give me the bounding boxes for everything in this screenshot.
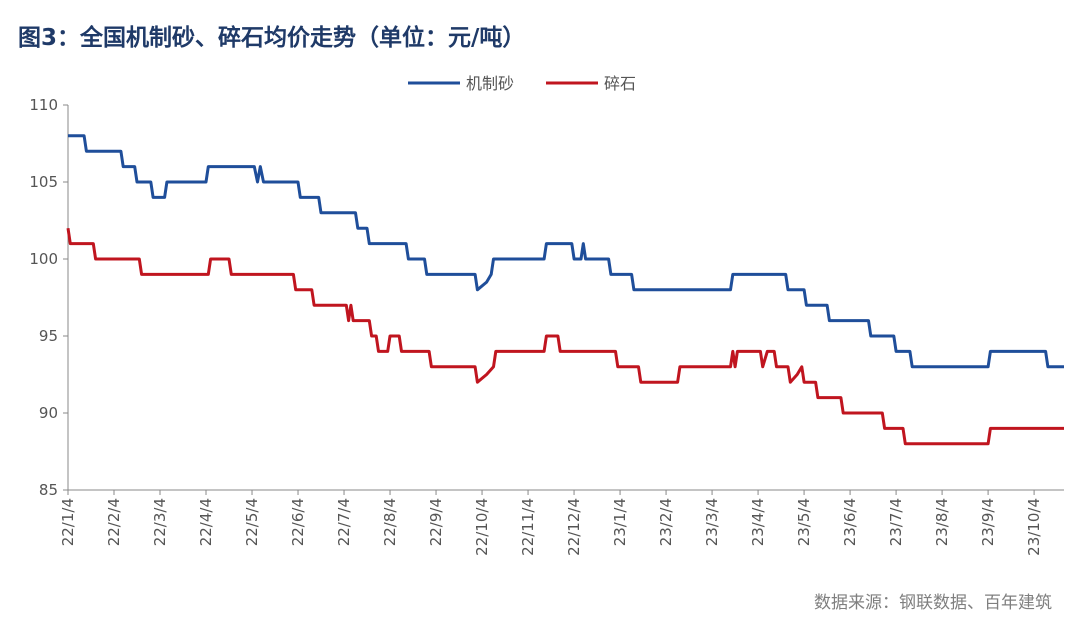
x-tick-label: 22/3/4 [151,498,169,546]
series-line-碎石 [66,227,1064,446]
legend: 机制砂 碎石 [408,74,636,93]
x-tick-label: 22/2/4 [105,498,123,546]
x-tick-label: 23/4/4 [749,498,767,546]
x-tick-label: 22/11/4 [519,498,537,556]
chart-title: 图3：全国机制砂、碎石均价走势（单位：元/吨） [18,25,526,51]
y-tick-label: 100 [29,250,58,268]
x-tick-label: 22/6/4 [289,498,307,546]
x-tick-label: 23/5/4 [795,498,813,546]
x-tick-label: 22/12/4 [565,498,583,556]
axes [67,105,1064,491]
legend-label-机制砂: 机制砂 [466,74,514,93]
y-tick-label: 95 [39,327,58,345]
x-tick-label: 23/8/4 [933,498,951,546]
series-line-机制砂 [68,134,1064,369]
y-tick-label: 85 [39,481,58,499]
x-tick-label: 23/7/4 [887,498,905,546]
x-tick-label: 22/7/4 [335,498,353,546]
x-tick-label: 22/10/4 [473,498,491,556]
x-tick-label: 22/8/4 [381,498,399,546]
series-lines [66,134,1064,446]
x-tick-label: 22/5/4 [243,498,261,546]
x-tick-label: 23/3/4 [703,498,721,546]
x-tick-label: 23/1/4 [611,498,629,546]
x-tick-label: 22/1/4 [59,498,77,546]
legend-label-碎石: 碎石 [604,74,636,93]
x-tick-label: 23/2/4 [657,498,675,546]
x-tick-label: 22/4/4 [197,498,215,546]
y-tick-label: 90 [39,404,58,422]
axis-ticks: 85 90 95 100 105 110 22/1/4 22/2/4 22/3/4 22/4/4 2… [29,96,1043,556]
x-tick-label: 22/9/4 [427,498,445,546]
x-tick-label: 23/6/4 [841,498,859,546]
source-note: 数据来源：钢联数据、百年建筑 [814,593,1052,613]
x-tick-label: 23/9/4 [979,498,997,546]
y-tick-label: 105 [29,173,58,191]
y-tick-label: 110 [29,96,58,114]
x-tick-label: 23/10/4 [1025,498,1043,556]
